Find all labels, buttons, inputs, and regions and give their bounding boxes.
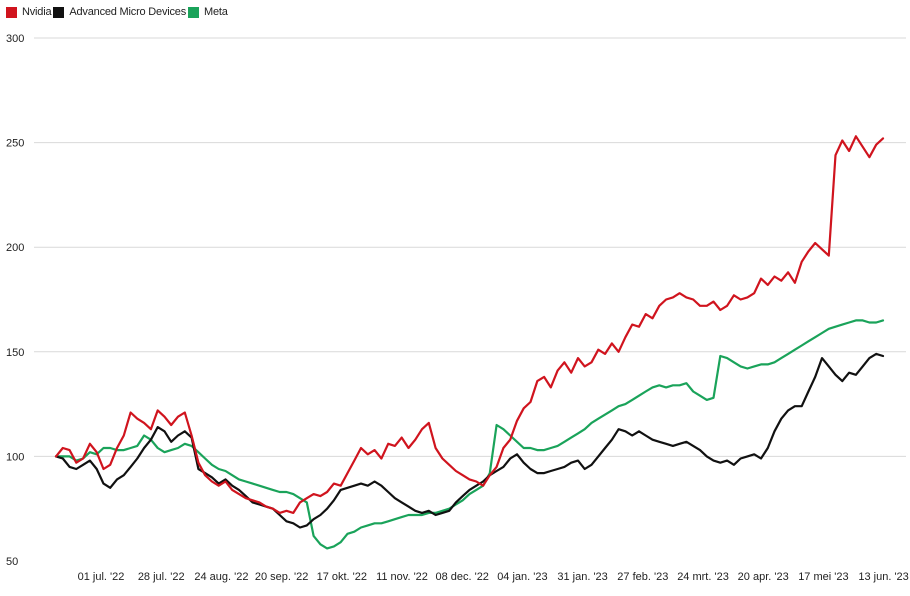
x-tick-label: 01 jul. '22 [78,571,125,583]
x-tick-label: 28 jul. '22 [138,571,185,583]
series-lines [54,135,885,550]
y-tick-label: 250 [6,138,24,150]
y-tick-label: 150 [6,347,24,359]
x-tick-label: 24 aug. '22 [194,571,248,583]
x-tick-label: 17 okt. '22 [317,571,367,583]
y-tick-label: 200 [6,242,24,254]
grid-lines [34,37,906,457]
y-tick-label: 50 [6,556,18,568]
x-axis-ticks: 01 jul. '22 28 jul. '22 24 aug. '22 20 sep.… [78,571,909,583]
legend-label-meta: Meta [204,6,228,18]
x-tick-label: 27 feb. '23 [617,571,668,583]
legend-item-nvidia[interactable]: Nvidia [6,6,52,18]
legend-item-amd[interactable]: Advanced Micro Devices [53,6,186,18]
y-tick-label: 300 [6,33,24,45]
series-line-nvidia[interactable] [54,135,885,515]
legend-label-nvidia: Nvidia [22,6,52,18]
legend-label-amd: Advanced Micro Devices [69,6,187,18]
legend-swatch-amd [53,6,65,18]
x-tick-label: 31 jan. '23 [557,571,607,583]
chart-legend: Nvidia Advanced Micro Devices Meta [6,4,230,20]
x-tick-label: 24 mrt. '23 [677,571,729,583]
x-tick-label: 20 apr. '23 [738,571,789,583]
x-tick-label: 11 nov. '22 [376,571,428,583]
y-axis-ticks: 50 100 150 200 250 300 [6,33,24,568]
x-tick-label: 04 jan. '23 [497,571,547,583]
y-tick-label: 100 [6,451,24,463]
x-tick-label: 20 sep. '22 [255,571,308,583]
x-tick-label: 13 jun. '23 [858,571,908,583]
series-line-advanced-micro-devices[interactable] [54,352,885,529]
legend-item-meta[interactable]: Meta [188,6,228,18]
legend-swatch-nvidia [6,6,17,18]
x-tick-label: 08 dec. '22 [435,571,488,583]
legend-swatch-meta [188,6,200,18]
x-tick-label: 17 mei '23 [798,571,848,583]
